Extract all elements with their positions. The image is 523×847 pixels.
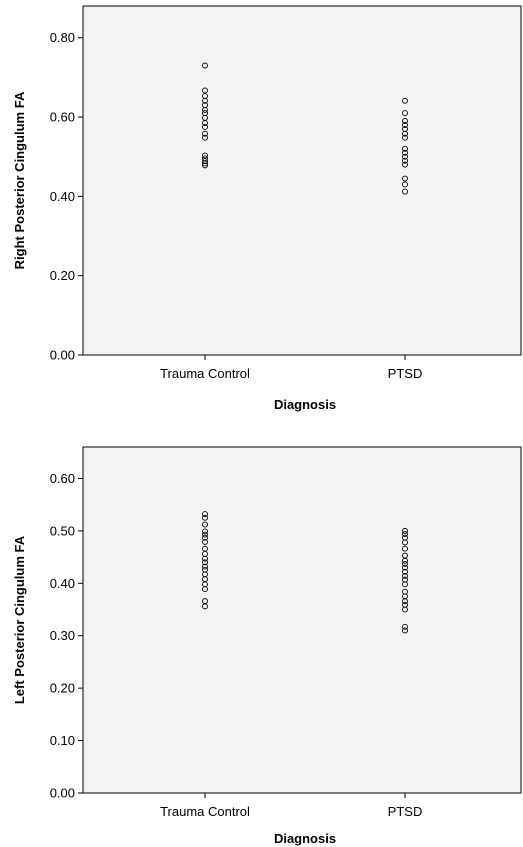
y-axis-title: Left Posterior Cingulum FA (12, 535, 27, 704)
data-point (202, 87, 208, 94)
data-point (402, 573, 408, 579)
data-point (202, 511, 208, 518)
data-point (402, 157, 408, 164)
data-point (202, 134, 208, 141)
data-point (402, 130, 408, 137)
data-point (402, 188, 408, 195)
data-point (202, 538, 208, 545)
data-point (402, 581, 408, 588)
data-point (202, 555, 208, 562)
data-point (202, 130, 208, 137)
data-point (402, 557, 408, 564)
data-point (402, 110, 408, 117)
data-point (202, 106, 208, 113)
plot-area (82, 5, 522, 356)
data-point (402, 153, 408, 160)
x-tick-label: Trauma Control (160, 366, 250, 381)
data-point (402, 531, 408, 537)
data-point (402, 122, 408, 128)
data-point (202, 152, 208, 159)
chart-left-posterior-cingulum: 0.00 0.10 0.20 0.30 0.40 0.50 0.60 Trauma Contr… (12, 446, 522, 846)
data-point (402, 598, 408, 605)
plot-area (82, 446, 522, 794)
data-point (202, 62, 208, 69)
data-point (202, 534, 208, 541)
data-point (202, 603, 208, 610)
data-point (402, 134, 408, 141)
data-point (202, 531, 208, 538)
data-point (402, 118, 408, 124)
data-point (402, 145, 408, 152)
y-tick-label: 0.00 (50, 348, 75, 363)
data-point (202, 521, 208, 528)
y-tick-label: 0.60 (50, 471, 75, 486)
data-point (402, 560, 408, 567)
chart-right-posterior-cingulum: 0.00 0.20 0.40 0.60 0.80 Trauma Control PTSD Di… (12, 5, 522, 412)
data-point (402, 149, 408, 156)
data-point (402, 181, 408, 188)
data-point (202, 162, 208, 169)
y-tick-label: 0.40 (50, 576, 75, 591)
data-point (202, 559, 208, 566)
y-axis-title: Right Posterior Cingulum FA (12, 91, 27, 269)
x-axis-title: Diagnosis (274, 831, 336, 846)
y-tick-label: 0.10 (50, 733, 75, 748)
data-point (202, 158, 208, 165)
data-point (402, 175, 408, 182)
data-point (402, 627, 408, 634)
data-point (402, 568, 408, 575)
y-tick-label: 0.00 (50, 786, 75, 801)
data-point (402, 527, 408, 534)
data-point (202, 586, 208, 593)
data-point (202, 514, 208, 521)
data-point (202, 528, 208, 535)
y-tick-label: 0.20 (50, 268, 75, 283)
y-tick-label: 0.60 (50, 110, 75, 125)
x-tick-label: PTSD (388, 804, 423, 819)
data-point (202, 160, 208, 167)
data-point (402, 623, 408, 630)
data-point (402, 161, 408, 168)
data-point (402, 606, 408, 613)
data-point (402, 564, 408, 571)
x-axis-title: Diagnosis (274, 397, 336, 412)
data-point (202, 97, 208, 104)
y-tick-label: 0.40 (50, 189, 75, 204)
y-tick-label: 0.20 (50, 681, 75, 696)
y-tick-label: 0.50 (50, 523, 75, 538)
data-point (202, 124, 208, 130)
x-tick-label: PTSD (388, 366, 423, 381)
y-tick-label: 0.80 (50, 30, 75, 45)
data-point (402, 97, 408, 104)
data-point (202, 120, 208, 126)
data-point (402, 545, 408, 552)
data-point (202, 563, 208, 570)
data-point (402, 539, 408, 546)
y-tick-label: 0.30 (50, 628, 75, 643)
x-tick-label: Trauma Control (160, 804, 250, 819)
